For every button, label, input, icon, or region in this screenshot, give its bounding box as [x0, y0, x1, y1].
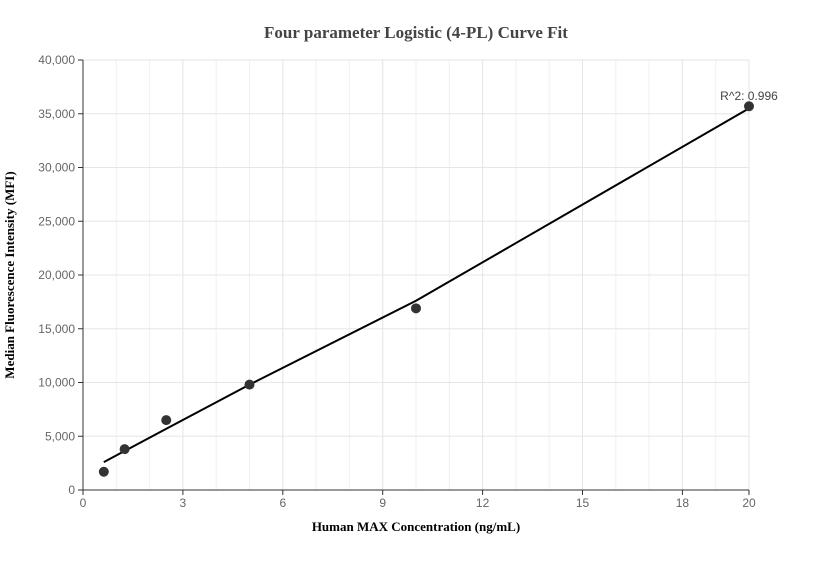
- x-axis-label: Human MAX Concentration (ng/mL): [312, 519, 520, 534]
- data-point: [119, 444, 130, 455]
- r-squared-annotation: R^2: 0.996: [720, 89, 778, 103]
- data-point: [744, 101, 754, 112]
- fit-curve-layer: [103, 107, 750, 463]
- y-tick-label: 0: [68, 483, 75, 497]
- x-tick-label: 3: [180, 496, 187, 510]
- grid: [82, 59, 750, 491]
- data-points-layer: [98, 101, 754, 477]
- y-tick-label: 40,000: [38, 53, 75, 67]
- data-point: [244, 379, 255, 390]
- x-tick-label: 18: [676, 496, 690, 510]
- y-tick-label: 5,000: [45, 429, 75, 443]
- y-tick-label: 30,000: [38, 161, 75, 175]
- data-point: [98, 466, 109, 477]
- axes: 0 3 6 9 12 15 18 20 0 5,000 10,000 15,000 20,000 25,0…: [38, 53, 756, 510]
- chart-title: Four parameter Logistic (4-PL) Curve Fit: [264, 23, 568, 42]
- x-tick-label: 9: [379, 496, 386, 510]
- data-point: [411, 303, 421, 314]
- x-tick-label: 20: [742, 496, 756, 510]
- y-tick-label: 15,000: [38, 322, 75, 336]
- x-tick-label: 12: [476, 496, 490, 510]
- y-axis-label: Median Fluorescence Intensity (MFI): [2, 171, 17, 378]
- y-tick-label: 25,000: [38, 214, 75, 228]
- fit-curve: [103, 107, 750, 463]
- x-tick-label: 15: [576, 496, 590, 510]
- x-tick-label: 6: [279, 496, 286, 510]
- y-tick-label: 20,000: [38, 268, 75, 282]
- x-tick-label: 0: [80, 496, 87, 510]
- y-tick-label: 10,000: [38, 376, 75, 390]
- data-point: [161, 415, 172, 426]
- y-tick-label: 35,000: [38, 107, 75, 121]
